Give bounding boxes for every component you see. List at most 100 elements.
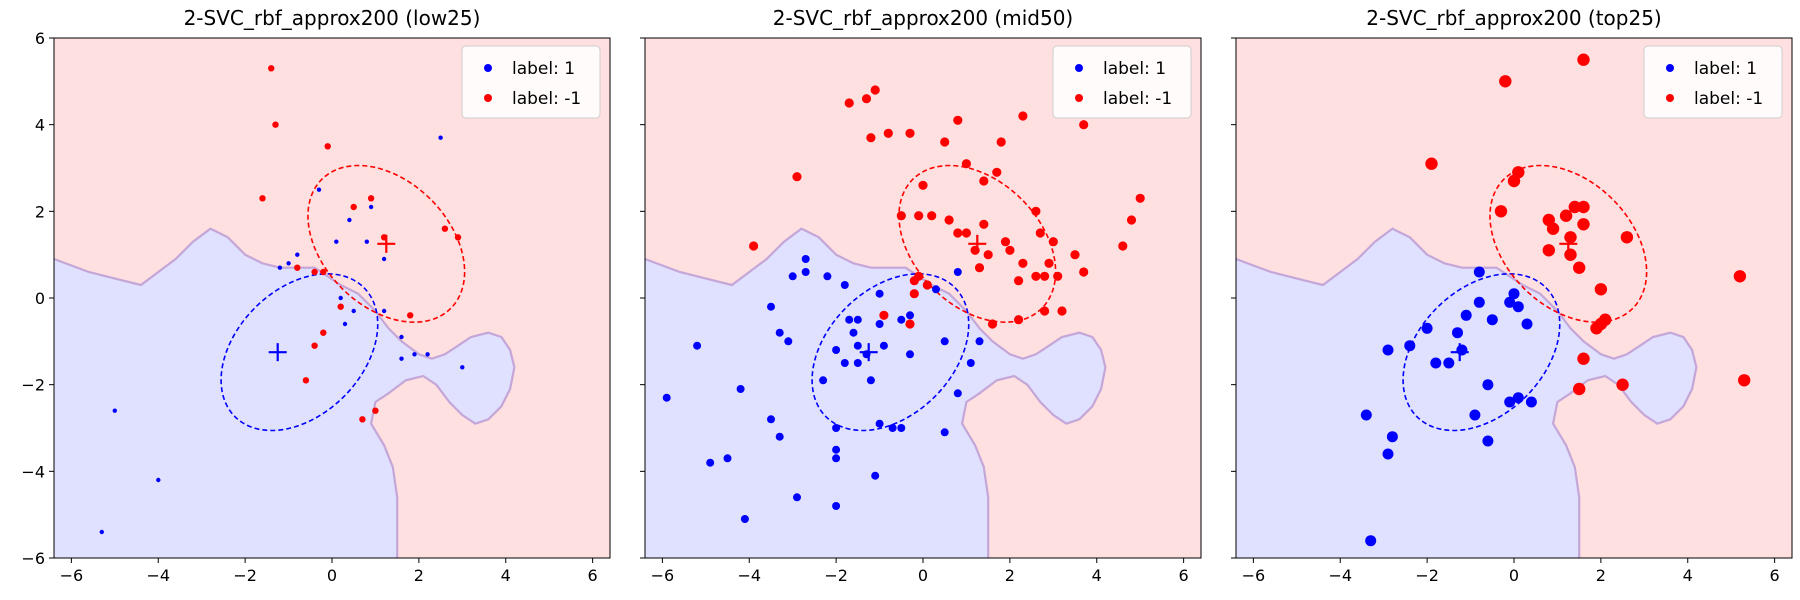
point-label-neg1 <box>1577 200 1590 214</box>
point-label-1 <box>1382 344 1394 356</box>
point-label-neg1 <box>1057 306 1067 316</box>
x-tick-label: 4 <box>1683 566 1693 585</box>
x-tick-label: −6 <box>651 566 675 585</box>
center-marker-2 <box>377 234 396 253</box>
point-label-neg1 <box>844 98 854 108</box>
point-label-neg1 <box>979 176 989 186</box>
point-label-1 <box>832 502 841 510</box>
legend-box <box>461 45 601 119</box>
point-label-1 <box>953 268 962 276</box>
point-label-1 <box>1443 357 1455 369</box>
point-label-1 <box>840 281 849 289</box>
point-label-1 <box>1460 309 1472 321</box>
point-label-neg1 <box>953 115 963 125</box>
point-label-1 <box>775 432 784 441</box>
point-label-neg1 <box>1118 241 1128 251</box>
legend: label: 1 label: -1 <box>461 45 601 119</box>
point-label-neg1 <box>879 310 889 320</box>
point-label-neg1 <box>407 312 414 319</box>
point-label-1 <box>1504 396 1516 408</box>
point-label-1 <box>975 337 984 346</box>
x-tick-label: 0 <box>918 566 928 585</box>
point-label-1 <box>693 341 702 350</box>
point-label-1 <box>1521 318 1533 330</box>
point-label-neg1 <box>259 195 266 202</box>
legend: label: 1 label: -1 <box>1643 45 1783 119</box>
point-label-1 <box>1482 435 1494 447</box>
point-label-neg1 <box>792 172 802 182</box>
point-label-neg1 <box>311 342 318 349</box>
point-label-neg1 <box>1559 209 1573 222</box>
x-tick-label: 6 <box>1179 566 1189 585</box>
legend-marker <box>484 94 492 102</box>
x-tick-label: 2 <box>414 566 424 585</box>
point-label-neg1 <box>1616 378 1629 391</box>
point-label-neg1 <box>1079 120 1089 130</box>
plot-area <box>1236 38 1792 558</box>
point-label-neg1 <box>1018 258 1028 268</box>
x-tick-label: −2 <box>824 566 848 585</box>
point-label-1 <box>823 272 832 281</box>
legend-label: label: 1 <box>1103 59 1166 79</box>
point-label-1 <box>906 350 914 359</box>
point-label-1 <box>845 315 854 324</box>
point-label-1 <box>888 424 897 432</box>
point-label-neg1 <box>441 225 449 232</box>
center-marker-1 <box>268 343 287 362</box>
legend-label: label: 1 <box>512 59 575 79</box>
point-label-neg1 <box>961 159 972 169</box>
point-label-neg1 <box>1044 258 1054 268</box>
point-label-neg1 <box>905 128 915 138</box>
point-label-neg1 <box>350 203 357 211</box>
point-label-neg1 <box>749 241 759 251</box>
point-label-neg1 <box>1079 267 1089 277</box>
point-label-neg1 <box>1126 215 1137 225</box>
x-tick-label: 0 <box>1509 566 1519 585</box>
panel-1: −6 −4 −2 0 2 4 6 −6 −4 −2 0 2 4 6 2-SVC_rbf_approx200 … <box>21 6 611 585</box>
point-label-neg1 <box>883 128 893 138</box>
y-tick-label: 4 <box>35 116 45 135</box>
point-label-1 <box>412 352 417 357</box>
point-label-1 <box>866 376 875 385</box>
point-label-neg1 <box>454 234 462 241</box>
x-tick-label: 6 <box>588 566 598 585</box>
point-label-1 <box>1469 409 1481 421</box>
y-tick-label: 0 <box>35 289 45 308</box>
point-label-neg1 <box>1573 261 1586 274</box>
point-label-1 <box>832 424 841 432</box>
point-label-neg1 <box>1031 271 1041 281</box>
point-label-1 <box>1430 357 1442 369</box>
point-label-neg1 <box>1000 237 1011 247</box>
point-label-1 <box>1382 448 1394 460</box>
point-label-1 <box>723 454 732 463</box>
point-label-neg1 <box>996 137 1006 147</box>
point-label-1 <box>1456 344 1468 356</box>
x-tick-label: −6 <box>1242 566 1266 585</box>
point-label-1 <box>840 359 849 367</box>
point-label-neg1 <box>861 94 872 104</box>
point-label-1 <box>399 356 404 361</box>
point-label-neg1 <box>1135 193 1145 203</box>
point-label-1 <box>1365 535 1377 547</box>
point-label-neg1 <box>914 271 924 281</box>
positive-region <box>54 228 515 558</box>
point-label-1 <box>156 477 161 483</box>
point-label-neg1 <box>372 407 379 414</box>
point-label-1 <box>906 311 914 320</box>
point-label-neg1 <box>1014 276 1024 286</box>
point-label-1 <box>1482 379 1494 391</box>
point-label-neg1 <box>987 319 998 329</box>
point-label-neg1 <box>1018 111 1028 121</box>
point-label-neg1 <box>302 377 310 384</box>
point-label-neg1 <box>1040 271 1050 281</box>
point-label-1 <box>832 454 841 463</box>
point-label-neg1 <box>1546 222 1560 235</box>
point-label-1 <box>953 389 962 398</box>
point-label-neg1 <box>1590 322 1603 335</box>
point-label-1 <box>793 493 801 502</box>
point-label-neg1 <box>272 121 279 128</box>
point-label-neg1 <box>918 180 928 190</box>
point-label-1 <box>1360 409 1372 421</box>
panel-title: 2-SVC_rbf_approx200 (mid50) <box>773 6 1073 30</box>
point-label-1 <box>832 445 841 454</box>
